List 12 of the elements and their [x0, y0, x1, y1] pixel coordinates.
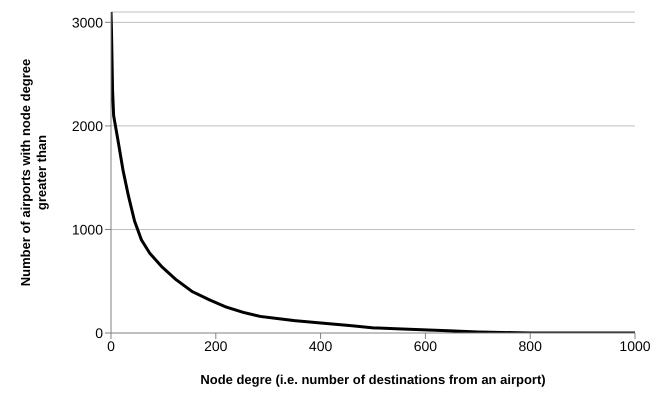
x-tick-label: 600: [414, 338, 438, 354]
x-tick-label: 0: [107, 338, 116, 354]
y-tick-label: 3000: [72, 14, 104, 30]
x-axis-title: Node degre (i.e. number of destinations from an airport): [200, 372, 546, 388]
y-tick-label: 1000: [72, 221, 104, 238]
x-tick-label: 200: [204, 338, 228, 354]
x-tick-label: 1000: [619, 338, 651, 354]
y-tick-label: 2000: [72, 118, 104, 134]
y-axis-title: Number of airports with node degree greater than: [18, 58, 49, 286]
x-tick-label: 800: [518, 338, 542, 354]
x-tick-label: 400: [308, 338, 332, 354]
y-tick-label: 0: [95, 324, 104, 341]
